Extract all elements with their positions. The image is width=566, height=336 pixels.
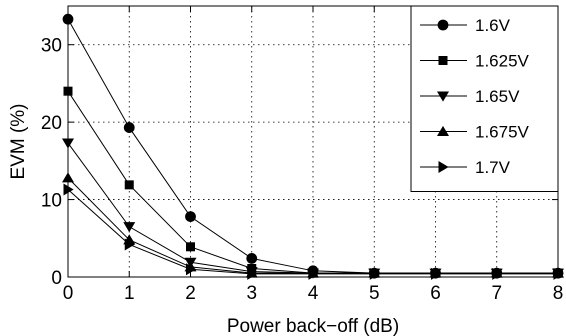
- data-point: [123, 222, 136, 233]
- x-tick-label: 5: [369, 283, 380, 304]
- data-point: [124, 238, 135, 251]
- y-tick-label: 20: [41, 113, 62, 134]
- legend-label: 1.65V: [475, 87, 520, 106]
- legend-marker: [437, 125, 449, 136]
- x-tick-label: 7: [491, 283, 502, 304]
- legend-entry: 1.7V: [420, 158, 511, 177]
- legend-marker: [437, 19, 449, 31]
- legend: 1.6V 1.625V 1.65V 1.675V 1.7V: [410, 5, 559, 192]
- data-point: [123, 122, 135, 133]
- x-tick-label: 6: [430, 283, 441, 304]
- y-tick-label: 10: [41, 191, 62, 212]
- y-tick-label: 0: [51, 268, 62, 289]
- legend-label: 1.675V: [475, 123, 530, 142]
- x-tick-label: 0: [63, 283, 74, 304]
- data-point: [63, 183, 74, 196]
- data-point: [186, 242, 195, 252]
- x-axis-label: Power back−off (dB): [227, 316, 399, 336]
- data-point: [246, 253, 258, 264]
- legend-entry: 1.625V: [420, 52, 530, 71]
- legend-entry: 1.6V: [420, 16, 511, 35]
- x-tick-label: 2: [185, 283, 196, 304]
- legend-marker: [438, 56, 448, 65]
- x-tick-label: 1: [124, 283, 135, 304]
- y-axis-label: EVM (%): [8, 104, 29, 180]
- legend-marker: [437, 91, 449, 102]
- x-tick-label: 4: [308, 283, 319, 304]
- legend-entry: 1.675V: [420, 123, 530, 142]
- x-tick-label: 8: [553, 283, 564, 304]
- legend-label: 1.7V: [475, 158, 511, 177]
- y-tick-label: 30: [41, 36, 62, 57]
- legend-entry: 1.65V: [420, 87, 520, 106]
- x-tick-label: 3: [246, 283, 257, 304]
- legend-label: 1.6V: [475, 16, 511, 35]
- legend-box: [410, 5, 559, 192]
- legend-marker: [438, 161, 449, 173]
- data-point: [185, 211, 196, 223]
- legend-label: 1.625V: [475, 52, 530, 71]
- data-point: [186, 263, 197, 276]
- data-point: [124, 180, 134, 190]
- axis-ticks: 0 1 2 3 4 5 6 7 8 0 10 20 30: [41, 6, 563, 304]
